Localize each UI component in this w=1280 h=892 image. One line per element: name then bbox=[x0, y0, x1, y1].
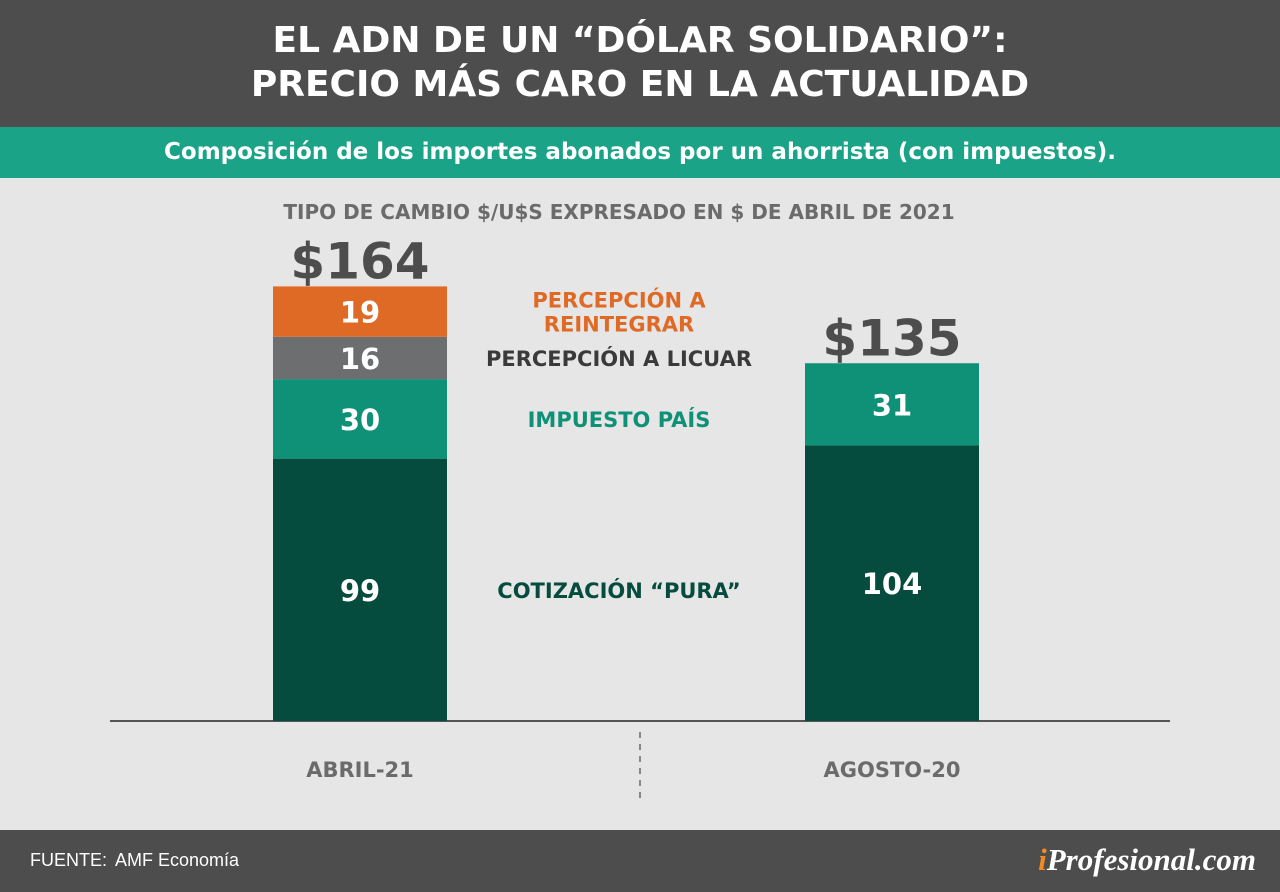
brand-logo: iProfesional.com bbox=[1038, 842, 1256, 878]
source-note: FUENTE: AMF Economía bbox=[30, 850, 239, 871]
footer: FUENTE: AMF Economía iProfesional.com bbox=[0, 830, 1280, 892]
legend-label-impuesto: IMPUESTO PAÍS bbox=[528, 407, 711, 432]
legend-label-reintegrar: REINTEGRAR bbox=[544, 313, 694, 337]
page-title-line-1: EL ADN DE UN “DÓLAR SOLIDARIO”: bbox=[272, 20, 1008, 61]
chart-title: TIPO DE CAMBIO $/U$S EXPRESADO EN $ DE A… bbox=[283, 200, 955, 224]
page-title-line-2: PRECIO MÁS CARO EN LA ACTUALIDAD bbox=[250, 64, 1030, 105]
subtitle-bar: Composición de los importes abonados por… bbox=[0, 127, 1280, 178]
source-value: AMF Economía bbox=[115, 850, 240, 870]
brand-logo-text: Profesional.com bbox=[1046, 842, 1256, 877]
bar-value-label: 19 bbox=[340, 296, 380, 330]
bar-value-label: 16 bbox=[340, 342, 380, 376]
legend-label-cotizacion: COTIZACIÓN “PURA” bbox=[497, 578, 740, 603]
bar-value-label: 99 bbox=[340, 574, 380, 608]
brand-logo-accent: i bbox=[1038, 842, 1047, 877]
bar-segment-cotizacion-1 bbox=[805, 445, 979, 721]
bar-segment-licuar-0 bbox=[273, 336, 447, 380]
bar-segment-cotizacion-0 bbox=[273, 458, 447, 721]
bar-total-label: $164 bbox=[290, 232, 429, 290]
header-banner: EL ADN DE UN “DÓLAR SOLIDARIO”: PRECIO M… bbox=[0, 0, 1280, 127]
stacked-bar-chart: 99 30 16 19 $164 ABRIL-21 104 31 $135 AGOSTO-20 CO… bbox=[110, 232, 1170, 800]
bar-segment-impuesto-0 bbox=[273, 379, 447, 459]
x-tick-label: ABRIL-21 bbox=[306, 758, 414, 782]
source-label: FUENTE: bbox=[30, 850, 108, 870]
bar-total-label: $135 bbox=[822, 309, 961, 367]
bar-segment-reintegrar-0 bbox=[273, 286, 447, 337]
bar-value-label: 104 bbox=[862, 567, 923, 601]
legend-label-licuar: PERCEPCIÓN A LICUAR bbox=[486, 346, 752, 371]
legend-label-reintegrar: PERCEPCIÓN A bbox=[532, 288, 706, 313]
bar-value-label: 30 bbox=[340, 403, 380, 437]
bar-segment-impuesto-1 bbox=[805, 363, 979, 446]
x-tick-label: AGOSTO-20 bbox=[824, 758, 961, 782]
bar-value-label: 31 bbox=[872, 388, 912, 422]
